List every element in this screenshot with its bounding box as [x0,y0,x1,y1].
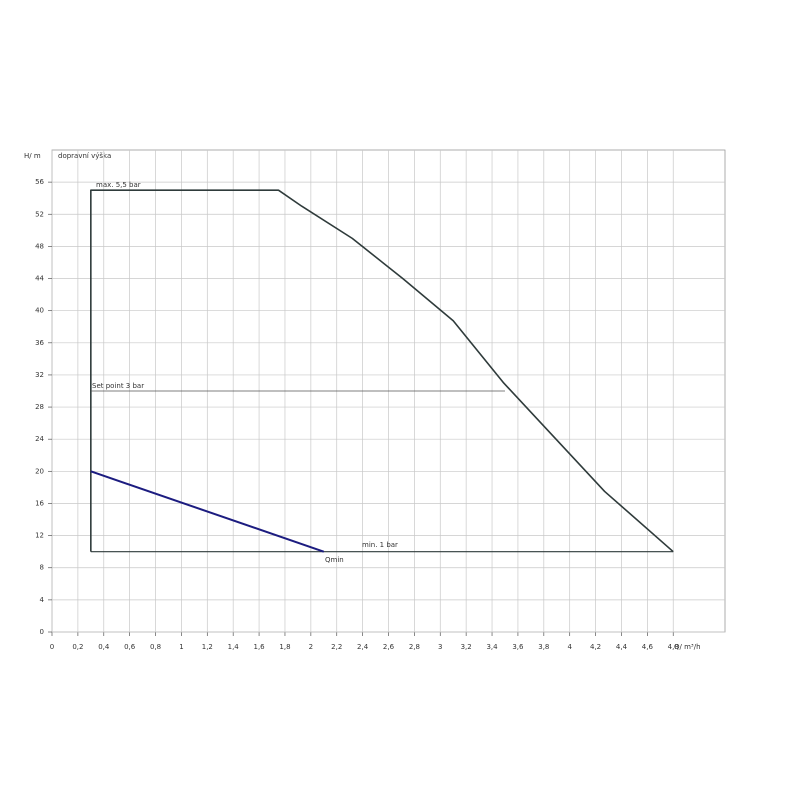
y-tick-label: 28 [35,403,44,411]
x-tick-label: 4,6 [642,643,654,651]
x-tick-label: 2,8 [409,643,420,651]
y-tick-label: 32 [35,371,44,379]
annotation: min. 1 bar [362,541,398,549]
y-tick-label: 56 [35,178,44,186]
x-tick-label: 1,2 [202,643,213,651]
y-axis-sublabel: dopravní výška [58,152,111,160]
x-tick-label: 2,6 [383,643,395,651]
annotation: max. 5,5 bar [96,181,141,189]
y-axis-label: H/ m [24,152,41,160]
x-tick-label: 1,4 [228,643,240,651]
x-tick-label: 3,6 [512,643,524,651]
y-tick-label: 12 [35,532,44,540]
x-tick-label: 2 [309,643,313,651]
y-tick-label: 40 [35,307,44,315]
x-tick-label: 4 [567,643,572,651]
y-tick-label: 16 [35,499,44,507]
y-tick-label: 36 [35,339,44,347]
x-tick-label: 3,2 [461,643,472,651]
x-tick-label: 0,4 [98,643,110,651]
y-tick-label: 44 [35,275,44,283]
y-tick-label: 0 [40,628,44,636]
x-axis-label: Q/ m³/h [674,643,701,651]
annotation: Set point 3 bar [92,382,144,390]
x-tick-label: 3,4 [486,643,498,651]
y-tick-label: 4 [40,596,45,604]
y-tick-label: 8 [40,564,44,572]
x-tick-label: 1 [179,643,183,651]
x-tick-label: 3,8 [538,643,549,651]
x-tick-label: 3 [438,643,442,651]
x-tick-label: 0 [50,643,54,651]
annotation: Qmin [325,556,344,564]
x-tick-label: 0,2 [72,643,83,651]
y-tick-label: 20 [35,467,44,475]
x-tick-label: 4,2 [590,643,601,651]
y-tick-label: 48 [35,242,44,250]
x-tick-label: 4,4 [616,643,628,651]
x-tick-label: 2,2 [331,643,342,651]
y-tick-label: 52 [35,210,44,218]
y-tick-label: 24 [35,435,44,443]
curve [90,189,674,553]
x-tick-label: 4,8 [668,643,679,651]
curve [90,470,325,553]
x-tick-label: 0,6 [124,643,136,651]
x-tick-label: 1,6 [254,643,266,651]
x-tick-label: 1,8 [279,643,290,651]
x-tick-label: 0,8 [150,643,161,651]
x-tick-label: 2,4 [357,643,369,651]
